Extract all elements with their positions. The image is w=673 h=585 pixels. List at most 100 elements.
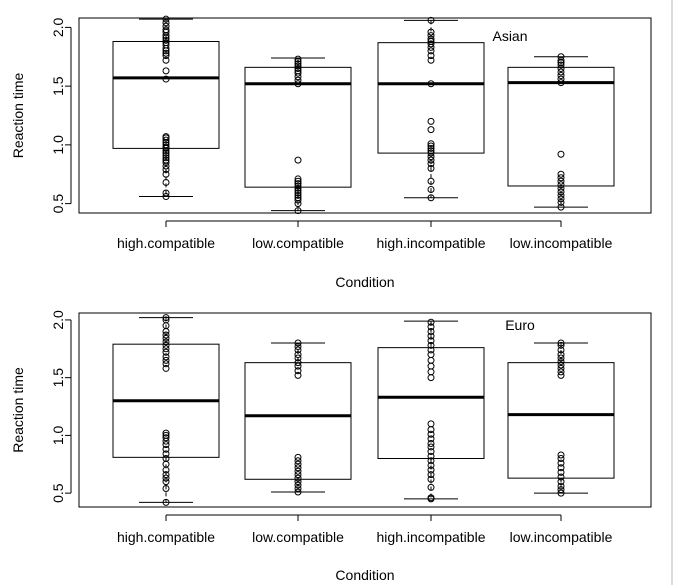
data-point <box>294 187 302 195</box>
data-point <box>427 40 435 48</box>
data-point <box>294 488 302 496</box>
data-point <box>162 450 170 458</box>
data-point <box>427 149 435 157</box>
data-point <box>162 143 170 151</box>
y-tick-label: 2.0 <box>50 17 66 37</box>
data-point <box>427 323 435 331</box>
data-point <box>294 191 302 199</box>
x-tick-label: high.compatible <box>117 235 215 251</box>
data-point <box>294 177 302 185</box>
data-point <box>427 337 435 345</box>
box-body <box>507 362 615 479</box>
y-tick-label: 1.5 <box>50 368 66 388</box>
data-point <box>162 36 170 44</box>
data-point <box>427 341 435 349</box>
data-point <box>427 80 435 88</box>
data-point <box>162 26 170 34</box>
data-point <box>427 52 435 60</box>
data-point <box>557 346 565 354</box>
x-tick-label: low.incompatible <box>510 529 613 545</box>
box-low.compatible <box>244 57 352 212</box>
data-point <box>557 56 565 64</box>
data-point <box>557 368 565 376</box>
data-point <box>162 41 170 49</box>
data-point <box>162 348 170 356</box>
data-point <box>557 72 565 80</box>
data-point <box>294 180 302 188</box>
plot-frame <box>78 312 652 508</box>
data-point <box>427 32 435 40</box>
data-point <box>294 80 302 88</box>
data-point <box>557 203 565 211</box>
data-point <box>294 339 302 347</box>
data-point <box>427 318 435 326</box>
data-point <box>427 346 435 354</box>
data-point <box>294 60 302 68</box>
window-edge <box>671 0 673 585</box>
data-point <box>162 15 170 23</box>
data-point <box>294 189 302 197</box>
data-point <box>557 181 565 189</box>
data-point <box>162 434 170 442</box>
data-point <box>294 194 302 202</box>
data-point <box>294 362 302 370</box>
data-point <box>557 371 565 379</box>
chart-panel-1: 0.5 1.0 1.5 2.0 high.compatible low.compatibl… <box>10 15 652 290</box>
data-point <box>427 117 435 125</box>
data-point <box>162 56 170 64</box>
data-point <box>427 144 435 152</box>
data-point <box>557 473 565 481</box>
data-point <box>427 475 435 483</box>
data-point <box>162 141 170 149</box>
data-point <box>294 55 302 63</box>
data-point <box>427 457 435 465</box>
data-point <box>427 164 435 172</box>
data-point <box>294 471 302 479</box>
data-point <box>294 371 302 379</box>
data-point <box>162 498 170 506</box>
data-point <box>427 351 435 359</box>
data-point <box>557 464 565 472</box>
data-point <box>294 478 302 486</box>
data-point <box>162 316 170 324</box>
data-point <box>557 184 565 192</box>
data-point <box>162 356 170 364</box>
data-point <box>294 453 302 461</box>
data-point <box>557 177 565 185</box>
data-point <box>294 65 302 73</box>
data-point <box>162 353 170 361</box>
data-point <box>162 455 170 462</box>
data-point <box>427 35 435 43</box>
data-point <box>162 189 170 197</box>
data-point <box>427 142 435 150</box>
x-tick-label: high.compatible <box>117 529 215 545</box>
data-point <box>162 334 170 342</box>
x-tick-label: high.incompatible <box>377 529 486 545</box>
y-tick-label: 1.0 <box>50 425 66 445</box>
data-point <box>427 156 435 164</box>
data-point <box>557 455 565 462</box>
data-point <box>557 198 565 206</box>
data-point <box>294 460 302 468</box>
data-point <box>294 474 302 482</box>
box-low.incompatible <box>507 342 615 494</box>
data-point <box>162 52 170 60</box>
x-tick-label: high.incompatible <box>377 235 486 251</box>
data-point <box>557 191 565 199</box>
data-point <box>557 53 565 61</box>
data-point <box>162 441 170 449</box>
data-point <box>162 67 170 75</box>
box-high.incompatible <box>377 320 485 500</box>
box-body <box>244 66 352 188</box>
data-point <box>557 188 565 196</box>
data-point <box>427 435 435 443</box>
data-point <box>557 150 565 158</box>
box-body <box>507 66 615 187</box>
box-body <box>112 40 220 149</box>
y-tick-label: 0.5 <box>50 483 66 503</box>
data-point <box>294 175 302 183</box>
data-point <box>427 443 435 451</box>
y-axis-title: Reaction time <box>10 367 26 453</box>
data-point <box>162 360 170 368</box>
data-point <box>427 439 435 447</box>
